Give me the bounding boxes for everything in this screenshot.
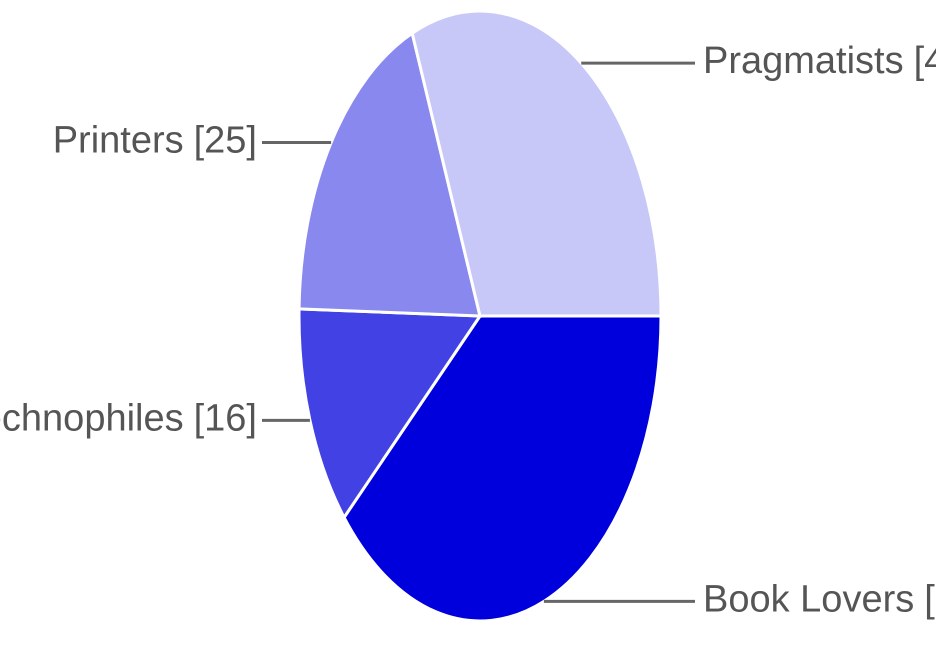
slice-label-name: Pragmatists: [703, 40, 904, 82]
pie-slice: [297, 30, 482, 318]
slice-label: Printers [25]: [53, 120, 257, 162]
slice-label-value: [42]: [914, 40, 936, 82]
slice-label-name: Printers: [53, 120, 184, 162]
slice-label-name: Book Lovers: [703, 578, 914, 620]
slice-label-value: [52]: [924, 578, 936, 620]
slice-label-value: [16]: [194, 397, 257, 439]
pie-slice: [297, 307, 483, 521]
pie-slice: [342, 314, 663, 623]
slice-label-name: Technophiles: [0, 397, 184, 439]
slice-label: Pragmatists [42]: [703, 40, 936, 82]
pie-slice: [410, 9, 663, 318]
slice-label-value: [25]: [194, 120, 257, 162]
slice-label: Book Lovers [52]: [703, 578, 936, 620]
slice-label: Technophiles[16]: [0, 397, 257, 439]
